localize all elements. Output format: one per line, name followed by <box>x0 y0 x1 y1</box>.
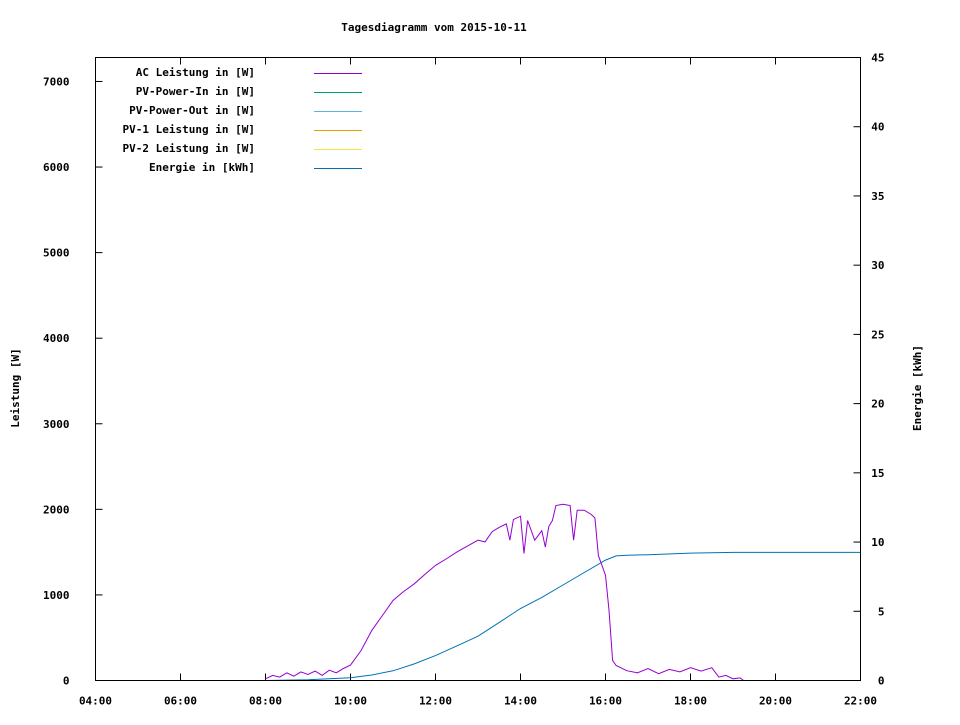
x-tick-label: 10:00 <box>334 695 367 708</box>
legend-label: PV-2 Leistung in [W] <box>123 142 255 155</box>
y-tick-label: 5000 <box>43 247 70 260</box>
x-tick-label: 04:00 <box>79 695 112 708</box>
legend-label: PV-Power-In in [W] <box>136 85 255 98</box>
y-tick-label: 1000 <box>43 589 70 602</box>
y-tick-label: 3000 <box>43 418 70 431</box>
chart-title: Tagesdiagramm vom 2015-10-11 <box>341 21 527 34</box>
y-axis-label: Leistung [W] <box>9 348 22 427</box>
series-line-0 <box>265 503 744 681</box>
x-tick-label: 14:00 <box>504 695 537 708</box>
y2-tick-label: 10 <box>871 536 884 549</box>
y2-axis-label: Energie [kWh] <box>911 345 924 431</box>
plot-border <box>95 57 861 681</box>
legend-label: PV-1 Leistung in [W] <box>123 123 255 136</box>
y2-tick-label: 25 <box>871 328 884 341</box>
y2-tick-label: 35 <box>871 190 884 203</box>
y2-tick-label: 30 <box>871 259 884 272</box>
y-tick-label: 2000 <box>43 503 70 516</box>
series-line-5 <box>265 551 861 681</box>
x-tick-label: 12:00 <box>419 695 452 708</box>
plot-area <box>265 503 861 681</box>
x-tick-label: 16:00 <box>589 695 622 708</box>
y2-tick-label: 40 <box>871 121 884 134</box>
x-tick-label: 22:00 <box>844 695 877 708</box>
y2-tick-label: 0 <box>878 675 885 688</box>
x-tick-label: 18:00 <box>674 695 707 708</box>
y2-tick-label: 20 <box>871 398 884 411</box>
legend: AC Leistung in [W] PV-Power-In in [W] PV-P… <box>123 66 362 174</box>
y-tick-label: 7000 <box>43 75 70 88</box>
y2-tick-label: 5 <box>878 605 885 618</box>
y-tick-label: 0 <box>63 675 70 688</box>
legend-label: AC Leistung in [W] <box>136 66 255 79</box>
x-tick-label: 08:00 <box>249 695 282 708</box>
x-tick-label: 06:00 <box>164 695 197 708</box>
legend-label: PV-Power-Out in [W] <box>129 104 255 117</box>
legend-label: Energie in [kWh] <box>149 161 255 174</box>
y2-tick-label: 45 <box>871 52 884 65</box>
x-tick-label: 20:00 <box>759 695 792 708</box>
y2-tick-label: 15 <box>871 467 884 480</box>
axes: 04:00 06:00 08:00 10:00 12:00 14:00 16:00 18:00… <box>43 52 885 708</box>
y-tick-label: 4000 <box>43 332 70 345</box>
y-tick-label: 6000 <box>43 161 70 174</box>
